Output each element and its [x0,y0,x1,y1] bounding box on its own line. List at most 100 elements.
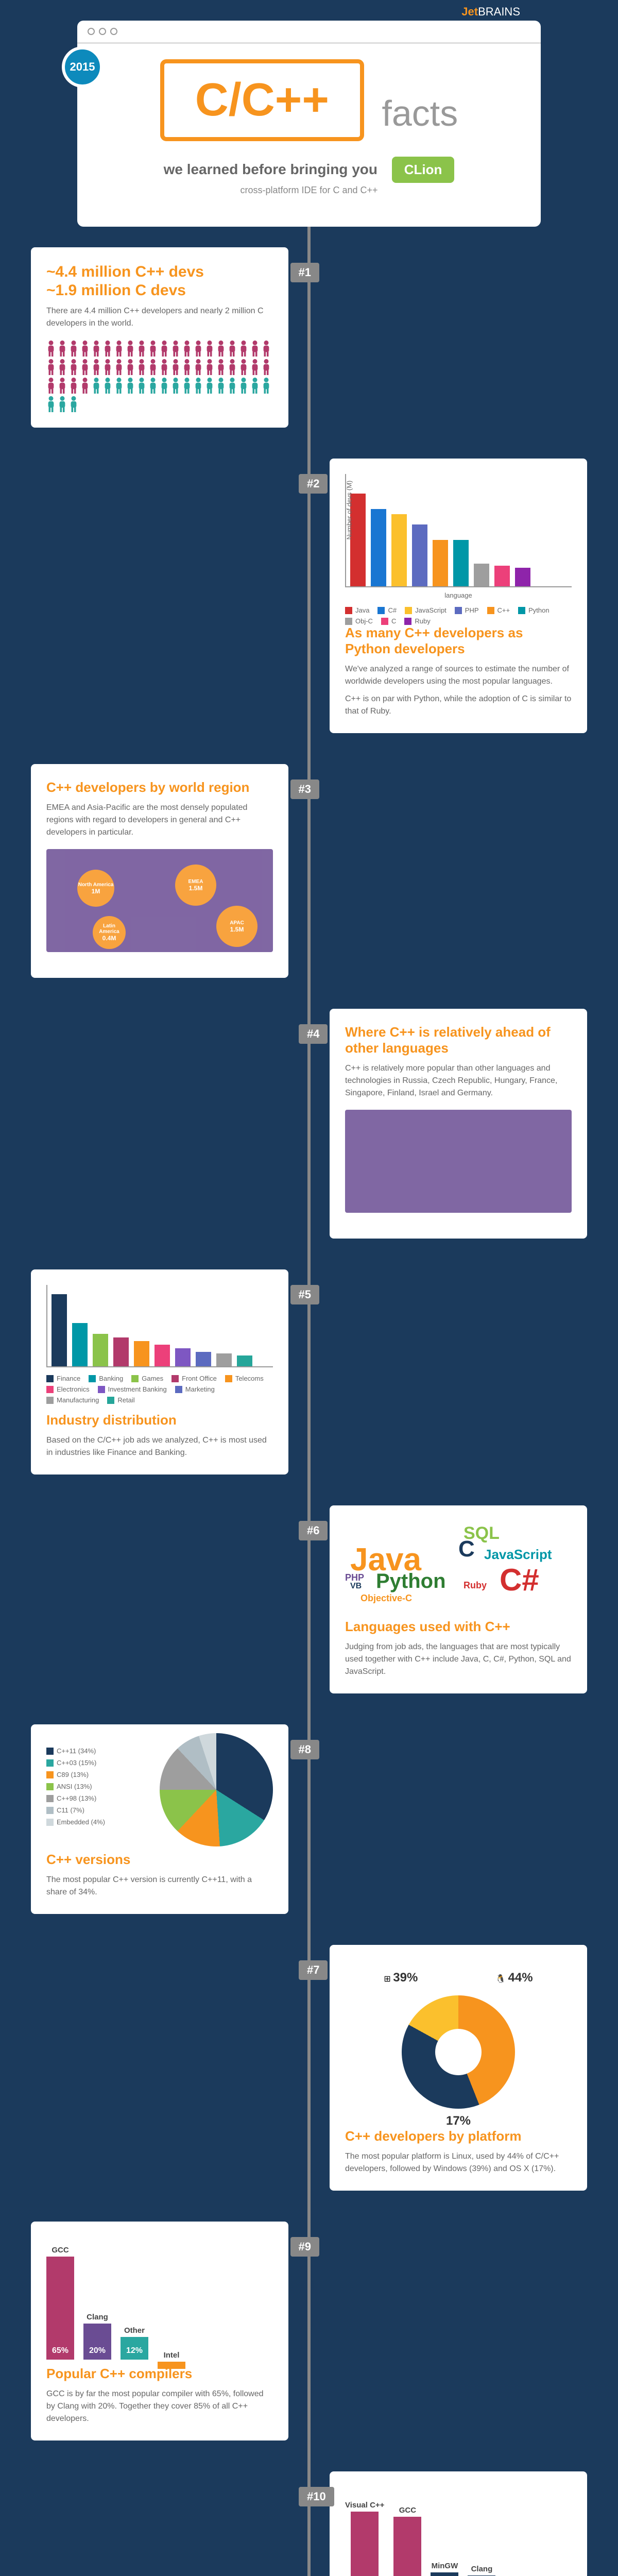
labeled-bar: GCC65% [46,2246,74,2355]
person-icon [126,359,135,375]
browser-bar [77,21,541,44]
person-icon [262,340,271,357]
bar [72,1323,88,1366]
person-icon [171,359,180,375]
person-icon [58,396,67,412]
fact-number: #2 [299,474,328,494]
bar [52,1294,67,1366]
legend-item: Ruby [404,617,430,625]
region-badge: EMEA1.5M [175,865,216,906]
person-icon [80,377,90,394]
fact10-bars: Visual C++36%GCC34%MinGW13%Clang12%Intel… [345,2492,572,2576]
legend-item: Marketing [175,1385,215,1393]
brand-prefix: Jet [461,5,478,18]
person-icon [205,340,214,357]
window-dot [99,28,106,35]
labeled-bar: MinGW13% [431,2562,458,2576]
bar [474,564,489,586]
person-icon [250,377,260,394]
person-icon [69,340,78,357]
wordcloud-word: C [458,1536,475,1562]
fact5-body: Based on the C/C++ job ads we analyzed, … [46,1434,273,1459]
fact9-title: Popular C++ compilers [46,2366,273,2382]
person-icon [216,340,226,357]
subtitle-text: we learned before bringing you [164,161,377,177]
page-title: C/C++ [195,74,329,126]
person-icon [137,340,146,357]
person-icon [239,377,248,394]
legend-item: Manufacturing [46,1396,99,1404]
bar [371,509,386,586]
bar [93,1334,108,1366]
person-icon [228,377,237,394]
fact6-body: Judging from job ads, the languages that… [345,1641,572,1678]
person-icon [92,359,101,375]
legend-item: Java [345,606,369,614]
legend-item: Finance [46,1375,80,1382]
person-icon [114,359,124,375]
y-axis-label: Number of devs (M) [346,481,353,540]
bar [216,1353,232,1366]
bar [515,568,530,586]
fact-9-card: #9 GCC65%Clang20%Other12%Intel Popular C… [31,2222,288,2441]
fact-number: #6 [299,1521,328,1540]
bar [154,1345,170,1366]
legend-item: Retail [107,1396,134,1404]
subtitle: we learned before bringing you CLion [98,157,520,183]
legend-item: Electronics [46,1385,90,1393]
bar [433,540,448,586]
person-icon [69,396,78,412]
person-icon [148,359,158,375]
region-badge: APAC1.5M [216,906,258,947]
wordcloud-word: Ruby [464,1580,487,1591]
brand-name: BRAINS [478,5,520,18]
facts-word: facts [382,93,458,134]
wordcloud-word: C# [500,1562,539,1598]
fact9-body: GCC is by far the most popular compiler … [46,2388,273,2425]
person-icon [262,377,271,394]
jetbrains-logo: JetBRAINS [461,5,520,19]
bar [113,1337,129,1366]
legend-item: PHP [455,606,479,614]
person-icon [80,359,90,375]
person-icon [171,340,180,357]
world-map [345,1110,572,1213]
legend-item: C [381,617,396,625]
person-icon [160,377,169,394]
person-icon [228,340,237,357]
person-icon [239,359,248,375]
fact-8-card: #8 C++11 (34%)C++03 (15%)C89 (13%)ANSI (… [31,1724,288,1914]
bar [134,1341,149,1366]
fact-number: #1 [290,263,319,282]
cards-container: #1 ~4.4 million C++ devs ~1.9 million C … [31,247,587,2576]
wordcloud-word: JavaScript [484,1547,552,1563]
person-icon [137,377,146,394]
fact5-legend: FinanceBankingGamesFront OfficeTelecomsE… [46,1375,273,1404]
world-map: North America1MLatin America0.4MEMEA1.5M… [46,849,273,952]
fact-4-card: #4 Where C++ is relatively ahead of othe… [330,1009,587,1239]
bar [453,540,469,586]
bar [412,524,427,586]
person-icon [148,377,158,394]
fact-number: #9 [290,2237,319,2257]
person-icon [182,377,192,394]
fact3-body: EMEA and Asia-Pacific are the most dense… [46,802,273,839]
osx-icon: 17% [345,2114,572,2128]
fact-1-card: #1 ~4.4 million C++ devs ~1.9 million C … [31,247,288,428]
person-icon [160,359,169,375]
fact7-body: The most popular platform is Linux, used… [345,2150,572,2175]
header-browser: JetBRAINS 2015 C/C++ facts we learned be… [77,21,541,227]
subtitle2: cross-platform IDE for C and C++ [98,185,520,196]
person-icon [103,377,112,394]
person-icon [216,377,226,394]
person-icon [46,340,56,357]
person-icon [92,377,101,394]
fact4-body: C++ is relatively more popular than othe… [345,1062,572,1099]
person-icon [205,377,214,394]
person-icon [103,340,112,357]
fact-number: #4 [299,1024,328,1044]
person-icon [171,377,180,394]
person-icon [216,359,226,375]
person-icon [46,396,56,412]
fact5-barchart [46,1285,273,1367]
